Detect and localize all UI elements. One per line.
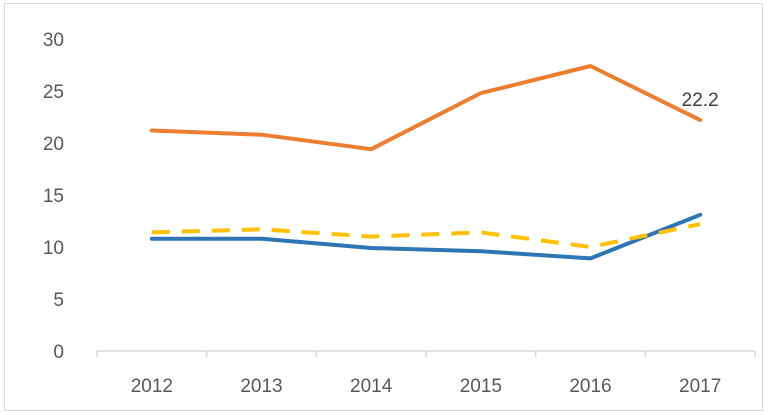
- y-tick-label: 5: [53, 290, 64, 311]
- x-tick-label: 2016: [569, 376, 611, 397]
- x-tick-label: 2015: [460, 376, 502, 397]
- chart-frame: [4, 3, 763, 411]
- x-axis-tickmarks: [96, 351, 756, 357]
- data-label: 22.2: [682, 90, 719, 111]
- data-labels: 22.2: [682, 90, 719, 111]
- x-tick-label: 2014: [350, 376, 393, 397]
- series-line-0: [149, 64, 703, 152]
- y-tick-label: 25: [43, 82, 64, 103]
- x-axis-ticks: 2012 2013 2014 2015 2016 2017: [131, 376, 722, 397]
- y-tick-label: 30: [43, 30, 64, 51]
- series-line-1: [149, 212, 703, 261]
- series-group: [149, 64, 703, 261]
- x-tick-label: 2012: [131, 376, 173, 397]
- x-tick-label: 2013: [240, 376, 282, 397]
- y-axis-ticks: 0 5 10 15 20 25 30: [43, 30, 64, 363]
- series-line-2: [151, 222, 701, 249]
- y-tick-label: 20: [43, 134, 64, 155]
- y-tick-label: 15: [43, 186, 64, 207]
- y-tick-label: 0: [53, 342, 64, 363]
- x-tick-label: 2017: [679, 376, 721, 397]
- y-tick-label: 10: [43, 238, 64, 259]
